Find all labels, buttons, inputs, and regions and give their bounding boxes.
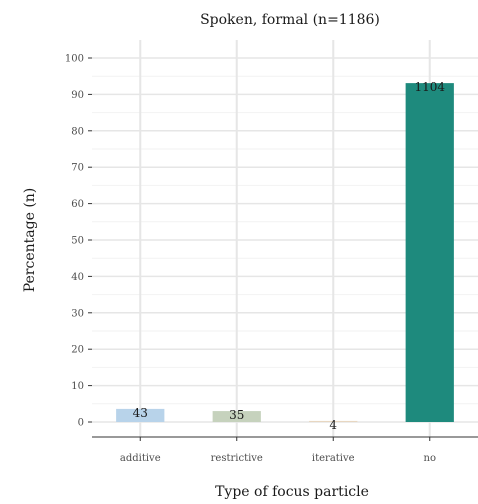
y-axis-title: Percentage (n) xyxy=(22,188,38,293)
y-tick-label: 70 xyxy=(71,163,84,174)
bar-restrictive xyxy=(212,411,261,422)
y-tick-label: 80 xyxy=(71,126,84,137)
y-tick-label: 90 xyxy=(71,90,84,101)
x-tick-label: no xyxy=(424,453,436,464)
y-tick-label: 10 xyxy=(71,381,84,392)
x-tick-label: iterative xyxy=(312,453,355,464)
chart-title: Spoken, formal (n=1186) xyxy=(200,12,380,28)
bar-count-label: 35 xyxy=(229,408,244,422)
bar-count-label: 43 xyxy=(133,406,148,420)
y-axis-ticks: 0 10 20 30 40 50 60 70 80 90 100 xyxy=(65,54,92,429)
bar-count-labels: 43 35 4 1104 xyxy=(133,80,446,432)
y-tick-label: 100 xyxy=(65,54,84,65)
x-tick-label: additive xyxy=(120,453,161,464)
y-tick-label: 30 xyxy=(71,308,84,319)
y-tick-label: 20 xyxy=(71,345,84,356)
bar-count-label: 1104 xyxy=(414,80,445,94)
bar-count-label: 4 xyxy=(329,418,337,432)
y-tick-label: 40 xyxy=(71,272,84,283)
bar-no xyxy=(405,83,454,422)
x-tick-label: restrictive xyxy=(211,453,263,464)
bars xyxy=(116,83,454,422)
y-tick-label: 50 xyxy=(71,236,84,247)
bar-iterative xyxy=(309,420,358,422)
y-tick-label: 0 xyxy=(78,418,84,429)
x-axis-title: Type of focus particle xyxy=(215,484,369,500)
y-tick-label: 60 xyxy=(71,199,84,210)
bar-additive xyxy=(116,408,165,422)
x-axis-ticks: additive restrictive iterative no xyxy=(120,437,436,464)
